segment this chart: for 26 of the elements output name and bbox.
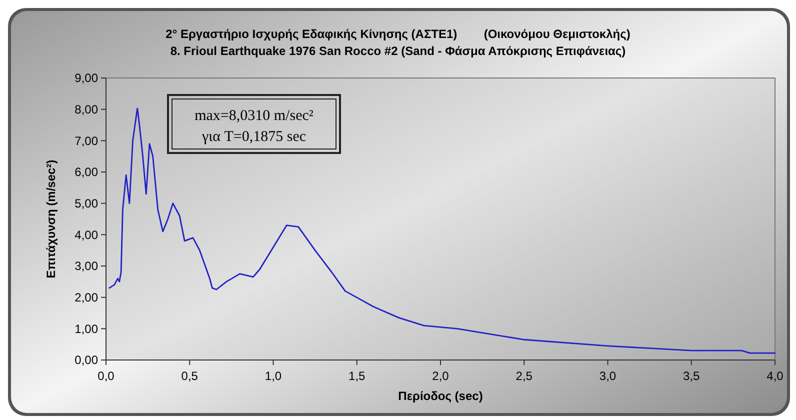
x-axis-title: Περίοδος (sec) <box>398 389 483 403</box>
chart-subtitle: 8. Frioul Earthquake 1976 San Rocco #2 (Sand - Φάσμα Απόκρισης Επιφάνειας) <box>170 44 626 58</box>
y-tick-label: 7,00 <box>74 134 98 148</box>
y-tick-label: 1,00 <box>74 322 98 336</box>
y-tick-label: 9,00 <box>74 71 98 86</box>
y-tick-label: 4,00 <box>74 228 98 242</box>
x-tick-label: 3,5 <box>683 369 700 383</box>
annotation: max=8,0310 m/sec² <box>194 108 314 124</box>
y-tick-label: 3,00 <box>74 259 98 274</box>
y-tick-label: 6,00 <box>74 165 98 180</box>
x-tick-label: 4,0 <box>766 369 784 383</box>
x-tick-label: 3,0 <box>599 369 616 383</box>
annotation: για T=0,1875 sec <box>200 129 306 145</box>
line-series <box>108 108 776 354</box>
y-tick-label: 5,00 <box>74 196 98 211</box>
x-tick-label: 0,0 <box>98 369 115 383</box>
y-tick-label: 2,00 <box>74 290 98 305</box>
x-tick-label: 2,0 <box>432 369 450 383</box>
x-tick-label: 0,5 <box>181 369 198 383</box>
chart-title: 2° Εργαστήριο Ισχυρής Εδαφικής Κίνησης (ΑΣΤΕ1) (Οικονόμου Θεμιστοκλής) <box>166 27 630 41</box>
x-tick-label: 1,0 <box>264 369 282 383</box>
x-tick-label: 2,5 <box>516 369 533 383</box>
y-tick-label: 0,00 <box>74 353 98 368</box>
y-axis-title: Επιτάχυνση (m/sec²) <box>44 160 58 278</box>
x-tick-label: 1,5 <box>348 369 366 383</box>
y-tick-label: 8,00 <box>74 102 98 117</box>
